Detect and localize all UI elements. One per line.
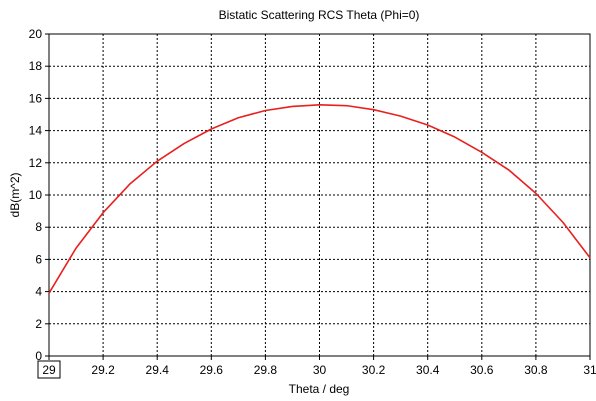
y-axis-label: dB(m^2) bbox=[8, 173, 22, 218]
y-tick-label: 14 bbox=[29, 124, 43, 138]
x-tick-label: 29.6 bbox=[200, 363, 224, 377]
x-tick-label: 29.8 bbox=[254, 363, 278, 377]
y-tick-label: 10 bbox=[29, 188, 43, 202]
y-tick-label: 18 bbox=[29, 59, 43, 73]
x-tick-label: 29.4 bbox=[146, 363, 170, 377]
y-tick-label: 6 bbox=[35, 252, 42, 266]
y-tick-label: 16 bbox=[29, 91, 43, 105]
y-tick-label: 2 bbox=[35, 317, 42, 331]
x-axis-label: Theta / deg bbox=[289, 382, 350, 396]
grid-lines bbox=[49, 34, 590, 356]
x-tick-highlight-box bbox=[37, 360, 61, 379]
y-axis-ticks: 0 2 4 6 8 10 12 14 16 18 20 bbox=[29, 27, 49, 363]
x-tick-label: 30.8 bbox=[524, 363, 548, 377]
y-tick-label: 20 bbox=[29, 27, 43, 41]
x-tick-label: 30.4 bbox=[416, 363, 440, 377]
x-tick-label: 29.2 bbox=[91, 363, 115, 377]
x-axis-ticks: 29 29.2 29.4 29.6 29.8 30 30.2 30.4 30.6 30.8 31 bbox=[37, 356, 596, 379]
y-tick-label: 8 bbox=[35, 220, 42, 234]
x-tick-label: 30.2 bbox=[362, 363, 386, 377]
y-tick-label: 12 bbox=[29, 156, 43, 170]
x-tick-label: 31 bbox=[583, 363, 596, 377]
y-tick-label: 0 bbox=[35, 349, 42, 363]
series-line-0 bbox=[48, 104, 591, 294]
series-layer bbox=[48, 104, 591, 294]
y-tick-label: 4 bbox=[35, 285, 42, 299]
chart-title: Bistatic Scattering RCS Theta (Phi=0) bbox=[219, 8, 420, 22]
x-tick-label: 30.6 bbox=[470, 363, 494, 377]
x-tick-label: 29 bbox=[42, 363, 56, 377]
x-tick-label: 30 bbox=[313, 363, 327, 377]
